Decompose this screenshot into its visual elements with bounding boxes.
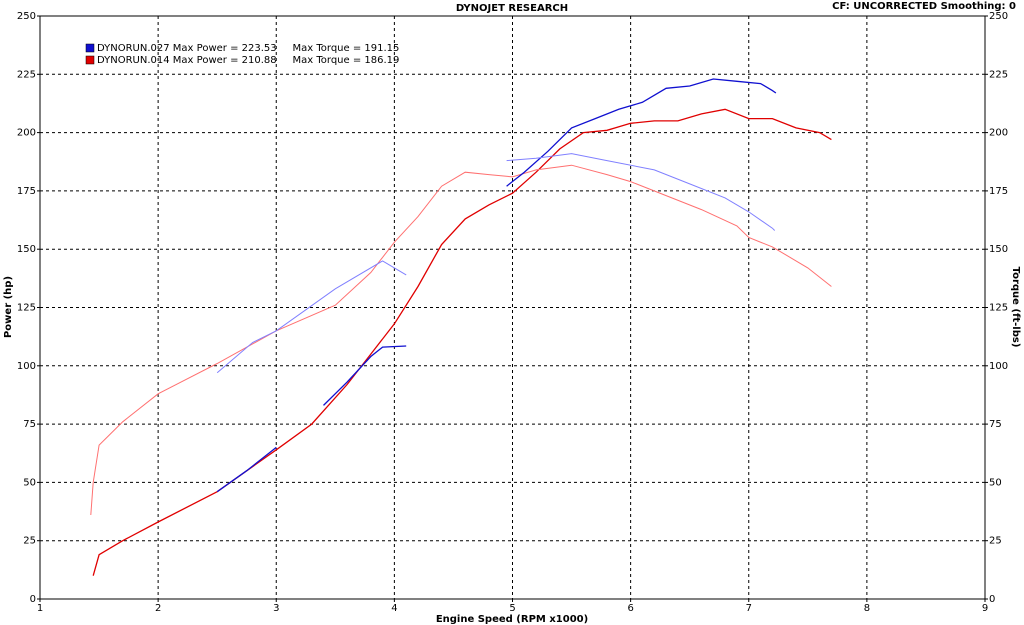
series-line [90,164,832,516]
y-tick-label: 225 [17,69,36,80]
legend-swatch [85,55,95,65]
x-tick-label: 8 [864,603,870,614]
x-tick-label: 4 [391,603,397,614]
y2-tick-label: 200 [989,128,1008,139]
series-line [92,108,832,576]
y2-tick-label: 125 [989,303,1008,314]
plot-area [39,15,986,600]
y2-tick-label: 0 [989,594,995,605]
x-tick-label: 6 [627,603,633,614]
y-tick-label: 25 [23,536,36,547]
x-tick-label: 1 [37,603,43,614]
y2-tick-label: 100 [989,361,1008,372]
y-axis-label: Power (hp) [3,276,14,338]
y-tick-label: 125 [17,303,36,314]
legend-entry: DYNORUN.014 Max Power = 210.88 Max Torqu… [97,55,399,66]
y-tick-label: 100 [17,361,36,372]
x-tick-label: 3 [273,603,279,614]
y-tick-label: 200 [17,128,36,139]
y-tick-label: 175 [17,186,36,197]
x-tick-label: 5 [509,603,515,614]
x-tick-label: 2 [155,603,161,614]
chart-subtitle: CF: UNCORRECTED Smoothing: 0 [832,1,1016,12]
series-line [216,153,776,374]
x-axis-label: Engine Speed (RPM x1000) [436,614,588,625]
y2-tick-label: 150 [989,244,1008,255]
y-tick-label: 0 [30,594,36,605]
y2-tick-label: 50 [989,477,1002,488]
legend-swatch [85,43,95,53]
y2-tick-label: 225 [989,69,1008,80]
y-tick-label: 250 [17,11,36,22]
x-tick-label: 9 [982,603,988,614]
y-tick-label: 75 [23,419,36,430]
series-line [216,78,777,493]
y-tick-label: 50 [23,477,36,488]
y2-tick-label: 175 [989,186,1008,197]
y2-tick-label: 250 [989,11,1008,22]
y-tick-label: 150 [17,244,36,255]
chart-title: DYNOJET RESEARCH [456,3,568,14]
x-tick-label: 7 [746,603,752,614]
y2-tick-label: 75 [989,419,1002,430]
legend-entry: DYNORUN.027 Max Power = 223.53 Max Torqu… [97,43,399,54]
y2-tick-label: 25 [989,536,1002,547]
y2-axis-label: Torque (ft-lbs) [1010,267,1021,348]
